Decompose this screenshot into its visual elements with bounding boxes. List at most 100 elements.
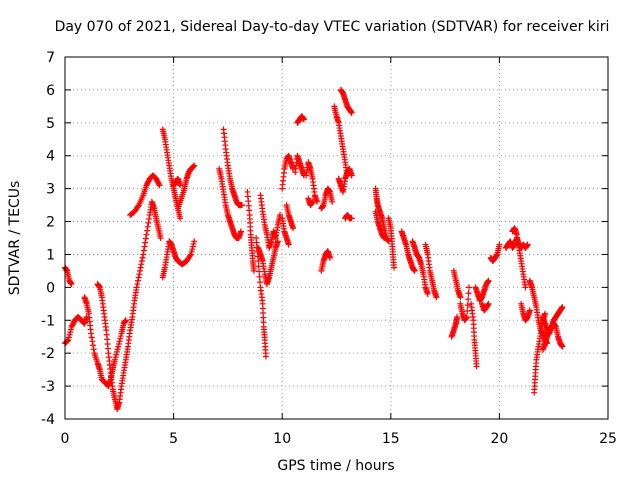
data-point bbox=[68, 281, 75, 288]
y-tick-label: 5 bbox=[46, 116, 55, 132]
data-point bbox=[559, 343, 566, 350]
data-point bbox=[138, 261, 145, 268]
y-tick-label: -1 bbox=[41, 313, 55, 329]
data-point bbox=[111, 356, 118, 363]
data-point bbox=[485, 300, 492, 307]
data-point bbox=[381, 235, 388, 241]
data-point bbox=[191, 162, 198, 169]
data-point bbox=[524, 241, 531, 248]
data-point bbox=[190, 163, 197, 170]
data-point bbox=[262, 353, 269, 360]
grid-lines bbox=[65, 57, 608, 419]
data-point bbox=[138, 258, 145, 265]
data-point bbox=[68, 323, 75, 330]
data-point bbox=[142, 239, 149, 246]
data-point bbox=[141, 243, 148, 250]
data-point bbox=[70, 319, 77, 326]
data-point bbox=[115, 343, 122, 350]
data-point bbox=[89, 338, 96, 345]
x-tick-label: 15 bbox=[382, 431, 400, 447]
y-tick-label: 2 bbox=[46, 215, 55, 231]
data-point bbox=[83, 313, 90, 320]
data-point bbox=[348, 172, 355, 179]
data-point bbox=[146, 215, 153, 222]
data-point bbox=[256, 273, 263, 280]
data-point bbox=[155, 181, 162, 188]
data-point bbox=[143, 182, 150, 189]
data-point bbox=[329, 198, 336, 205]
y-tick-label: -4 bbox=[41, 412, 55, 428]
y-tick-label: 6 bbox=[46, 83, 55, 99]
x-tick-label: 25 bbox=[599, 431, 617, 447]
data-point bbox=[277, 211, 284, 218]
data-point bbox=[144, 227, 151, 234]
y-tick-label: 1 bbox=[46, 247, 55, 263]
y-tick-label: 4 bbox=[46, 149, 55, 165]
data-point bbox=[191, 238, 198, 245]
data-point bbox=[559, 304, 566, 311]
data-point bbox=[134, 281, 141, 288]
data-point bbox=[117, 333, 124, 340]
data-point bbox=[153, 175, 160, 182]
y-tick-label: -2 bbox=[41, 346, 55, 362]
data-point bbox=[542, 310, 549, 317]
data-point bbox=[112, 354, 119, 361]
data-point bbox=[189, 243, 196, 250]
data-point bbox=[188, 248, 195, 255]
plot-frame bbox=[64, 56, 609, 420]
data-point bbox=[88, 334, 95, 341]
data-point bbox=[69, 321, 76, 328]
data-point bbox=[473, 363, 480, 370]
data-point bbox=[309, 198, 316, 205]
data-point bbox=[142, 235, 149, 242]
data-point bbox=[300, 116, 307, 123]
data-point bbox=[464, 308, 471, 315]
data-point bbox=[144, 223, 151, 230]
data-point bbox=[157, 235, 164, 241]
data-point bbox=[290, 225, 297, 232]
data-point bbox=[190, 240, 197, 247]
data-point bbox=[156, 182, 163, 189]
data-point bbox=[90, 342, 97, 349]
data-point bbox=[136, 271, 143, 278]
data-point bbox=[285, 241, 292, 248]
data-point bbox=[139, 254, 146, 261]
data-point bbox=[117, 335, 124, 342]
data-point bbox=[496, 241, 503, 248]
data-point bbox=[526, 307, 533, 314]
data-point bbox=[187, 251, 194, 258]
data-point bbox=[145, 178, 152, 185]
data-point bbox=[177, 215, 184, 222]
data-point bbox=[257, 279, 264, 286]
x-tick-label: 20 bbox=[490, 431, 508, 447]
data-point bbox=[67, 326, 74, 333]
data-point bbox=[256, 268, 263, 275]
data-point bbox=[237, 228, 244, 235]
data-point bbox=[522, 284, 529, 291]
data-point bbox=[326, 254, 333, 261]
data-point bbox=[348, 215, 355, 222]
y-tick-label: 0 bbox=[46, 280, 55, 296]
data-point bbox=[136, 267, 143, 274]
data-point bbox=[88, 330, 95, 337]
data-point bbox=[144, 181, 151, 188]
data-point bbox=[187, 252, 194, 259]
y-tick-label: 3 bbox=[46, 182, 55, 198]
data-point bbox=[348, 109, 355, 116]
data-point bbox=[177, 182, 184, 189]
data-point bbox=[189, 246, 196, 253]
data-point bbox=[66, 331, 73, 338]
data-point bbox=[134, 277, 141, 284]
data-point bbox=[115, 340, 122, 347]
data-point bbox=[122, 317, 129, 324]
data-point bbox=[465, 290, 472, 297]
data-point bbox=[145, 219, 152, 226]
data-point bbox=[391, 264, 398, 271]
data-point bbox=[464, 302, 471, 309]
x-axis-label: GPS time / hours bbox=[277, 458, 394, 474]
y-axis-label: SDTVAR / TECUs bbox=[7, 181, 23, 296]
data-point bbox=[465, 296, 472, 303]
data-point bbox=[274, 238, 281, 245]
data-point bbox=[113, 351, 120, 358]
